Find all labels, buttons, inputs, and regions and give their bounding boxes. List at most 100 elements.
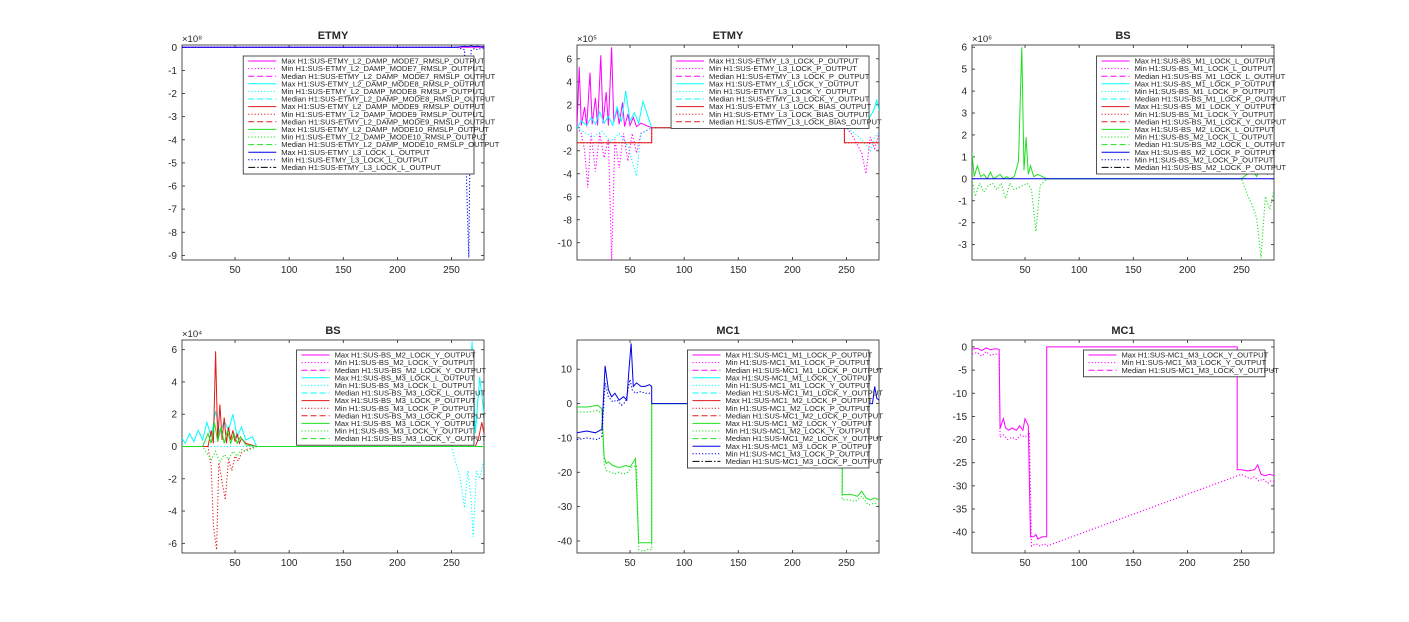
chart-panel-1: 50 100 150 200 250 0 -1 -2 -3 -4 -5 -6 -7 -8 -9 ETMY ×10… <box>168 30 500 276</box>
legend-entry: Median H1:SUS-ETMY_L2_DAMP_MODE10_RMSLP_… <box>281 140 500 149</box>
y-tick-label: 4 <box>961 87 967 98</box>
legend-entry: Median H1:SUS-BS_M2_LOCK_Y_OUTPUT <box>335 366 487 375</box>
chart-title: MC1 <box>1111 325 1134 337</box>
x-tick-label: 50 <box>229 558 241 569</box>
chart-title: ETMY <box>713 30 744 42</box>
legend-entry: Median H1:SUS-MC1_M1_LOCK_Y_OUTPUT <box>725 389 883 398</box>
legend-box <box>1096 55 1275 175</box>
y-tick-label: -15 <box>953 412 968 423</box>
y-tick-label: 4 <box>171 377 177 388</box>
x-tick-label: 150 <box>730 558 747 569</box>
legend-entry: Max H1:SUS-ETMY_L3_LOCK_P_OUTPUT <box>709 57 859 66</box>
chart-title: BS <box>325 325 340 337</box>
legend-entry: Max H1:SUS-BS_M2_LOCK_Y_OUTPUT <box>335 351 476 360</box>
legend-entry: Min H1:SUS-BS_M2_LOCK_L_OUTPUT <box>1135 133 1273 142</box>
x-tick-label: 250 <box>838 558 855 569</box>
legend-entry: Min H1:SUS-MC1_M2_LOCK_Y_OUTPUT <box>725 427 870 436</box>
y-tick-label: -5 <box>958 366 967 377</box>
legend-entry: Max H1:SUS-ETMY_L3_LOCK_Y_OUTPUT <box>709 79 859 88</box>
legend-box <box>1083 349 1266 378</box>
x-tick-label: 250 <box>443 558 460 569</box>
chart-title: ETMY <box>318 30 349 42</box>
legend-entry: Median H1:SUS-BS_M3_LOCK_P_OUTPUT <box>335 411 487 420</box>
series-line <box>972 350 1274 548</box>
legend: Max H1:SUS-BS_M2_LOCK_Y_OUTPUT Min H1:SUS… <box>296 349 487 446</box>
chart-panel-2: 50 100 150 200 250 6 4 2 0 -2 -4 -6 -8 -10 ETMY ×10⁵ Max… <box>558 30 882 276</box>
x-tick-label: 250 <box>1233 265 1250 276</box>
y-tick-label: 10 <box>561 365 573 376</box>
legend-entry: Min H1:SUS-BS_M1_LOCK_Y_OUTPUT <box>1135 110 1274 119</box>
x-tick-label: 200 <box>1179 558 1196 569</box>
legend-entry: Min H1:SUS-ETMY_L2_DAMP_MODE7_RMSLP_OUTP… <box>281 64 483 73</box>
series-line <box>182 445 257 550</box>
y-tick-label: 0 <box>566 123 572 134</box>
legend-entry: Min H1:SUS-ETMY_L2_DAMP_MODE10_RMSLP_OUT… <box>281 133 487 142</box>
y-tick-label: 4 <box>566 77 572 88</box>
legend-entry: Median H1:SUS-MC1_M3_LOCK_Y_OUTPUT <box>1121 366 1279 375</box>
legend-box <box>670 55 870 129</box>
legend-entry: Median H1:SUS-ETMY_L3_LOCK_BIAS_OUTPUT <box>709 117 882 126</box>
axis-exponent: ×10⁵ <box>577 34 597 45</box>
series-line <box>182 445 257 464</box>
chart-panel-4: 50 100 150 200 250 6 4 2 0 -2 -4 -6 BS ×10⁴ Max H1:SUS… <box>168 325 486 569</box>
y-tick-label: -8 <box>168 228 177 239</box>
legend-entry: Max H1:SUS-BS_M3_LOCK_Y_OUTPUT <box>335 419 476 428</box>
legend-entry: Min H1:SUS-BS_M1_LOCK_L_OUTPUT <box>1135 64 1273 73</box>
y-tick-label: -20 <box>558 468 573 479</box>
legend-entry: Min H1:SUS-BS_M3_LOCK_Y_OUTPUT <box>335 427 474 436</box>
chart-panel-3: 50 100 150 200 250 6 5 4 3 2 1 0 -1 -2 -3 BS ×10⁶ Max H1:… <box>958 30 1286 276</box>
plot-area <box>972 346 1274 548</box>
y-tick-label: -4 <box>168 507 177 518</box>
legend-entry: Median H1:SUS-BS_M1_LOCK_P_OUTPUT <box>1135 95 1287 104</box>
x-tick-label: 100 <box>281 265 298 276</box>
y-tick-label: 0 <box>566 399 572 410</box>
legend-entry: Max H1:SUS-ETMY_L2_DAMP_MODE9_RMSLP_OUTP… <box>281 102 485 111</box>
legend-box <box>296 349 475 446</box>
y-tick-label: 0 <box>171 43 177 54</box>
legend-entry: Max H1:SUS-ETMY_L3_LOCK_BIAS_OUTPUT <box>709 102 871 111</box>
y-tick-label: -35 <box>953 505 968 516</box>
x-tick-label: 200 <box>1179 265 1196 276</box>
legend-entry: Max H1:SUS-ETMY_L2_DAMP_MODE8_RMSLP_OUTP… <box>281 79 485 88</box>
legend-entry: Min H1:SUS-BS_M3_LOCK_P_OUTPUT <box>335 404 474 413</box>
x-tick-label: 150 <box>335 558 352 569</box>
y-tick-label: -4 <box>168 135 177 146</box>
x-tick-label: 200 <box>389 558 406 569</box>
legend-box <box>687 349 870 469</box>
legend-entry: Max H1:SUS-MC1_M1_LOCK_Y_OUTPUT <box>725 373 872 382</box>
legend-entry: Median H1:SUS-BS_M1_LOCK_Y_OUTPUT <box>1135 117 1287 126</box>
legend-entry: Median H1:SUS-ETMY_L3_LOCK_P_OUTPUT <box>709 72 870 81</box>
y-tick-label: -6 <box>168 539 177 550</box>
y-tick-label: -4 <box>563 169 572 180</box>
y-tick-label: -3 <box>958 240 967 251</box>
legend-entry: Max H1:SUS-MC1_M3_LOCK_Y_OUTPUT <box>1121 351 1268 360</box>
y-tick-label: -8 <box>563 215 572 226</box>
legend-entry: Max H1:SUS-MC1_M2_LOCK_Y_OUTPUT <box>725 419 872 428</box>
y-tick-label: -30 <box>558 502 573 513</box>
legend-entry: Min H1:SUS-ETMY_L2_DAMP_MODE8_RMSLP_OUTP… <box>281 87 483 96</box>
y-tick-label: 0 <box>961 174 967 185</box>
legend-entry: Median H1:SUS-BS_M2_LOCK_P_OUTPUT <box>1135 163 1287 172</box>
legend: Max H1:SUS-ETMY_L2_DAMP_MODE7_RMSLP_OUTP… <box>242 55 500 175</box>
legend-box <box>242 55 475 175</box>
plot-area <box>182 45 484 258</box>
plot-area <box>972 47 1274 258</box>
x-tick-label: 150 <box>1125 265 1142 276</box>
x-tick-label: 100 <box>1071 558 1088 569</box>
series-line <box>182 45 484 48</box>
legend-entry: Median H1:SUS-ETMY_L3_LOCK_L_OUTPUT <box>281 163 441 172</box>
legend: Max H1:SUS-ETMY_L3_LOCK_P_OUTPUT Min H1:S… <box>670 55 882 129</box>
axis-exponent: ×10⁸ <box>182 34 202 45</box>
y-tick-label: -2 <box>168 474 177 485</box>
axis-exponent: ×10⁶ <box>972 34 992 45</box>
legend-entry: Min H1:SUS-ETMY_L3_LOCK_Y_OUTPUT <box>709 87 857 96</box>
legend-entry: Min H1:SUS-MC1_M3_LOCK_P_OUTPUT <box>725 449 870 458</box>
y-tick-label: 6 <box>171 345 177 356</box>
legend-entry: Median H1:SUS-MC1_M1_LOCK_P_OUTPUT <box>725 366 883 375</box>
legend-entry: Median H1:SUS-ETMY_L2_DAMP_MODE7_RMSLP_O… <box>281 72 495 81</box>
legend-entry: Min H1:SUS-BS_M3_LOCK_L_OUTPUT <box>335 381 473 390</box>
x-tick-label: 50 <box>624 265 636 276</box>
